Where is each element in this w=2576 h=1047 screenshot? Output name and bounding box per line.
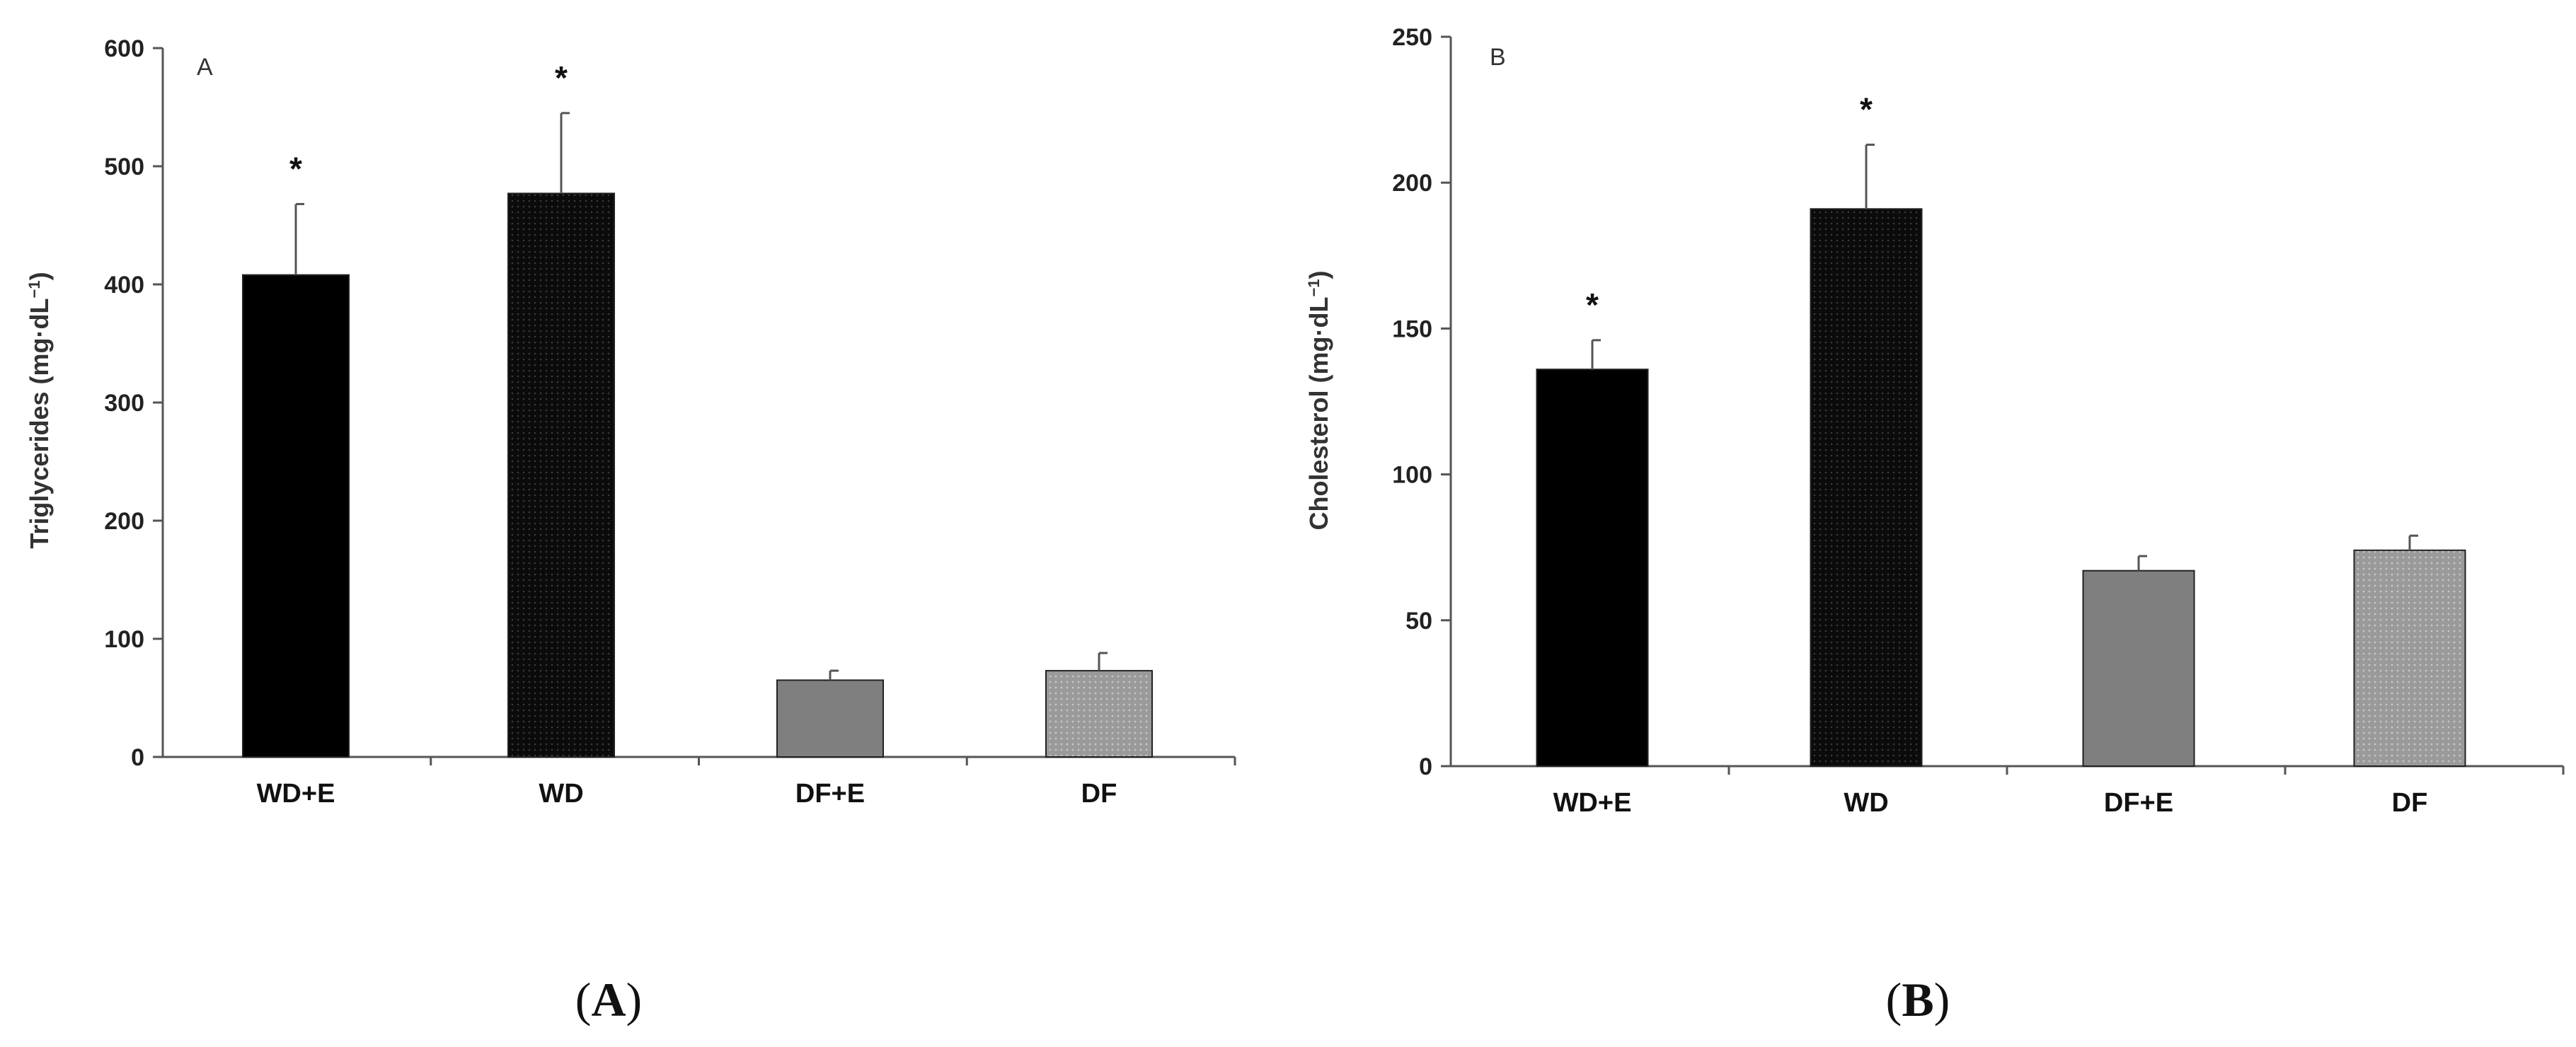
panel-b-letter: B bbox=[1490, 44, 1506, 71]
panel-a-bar-wd bbox=[507, 192, 615, 758]
panel-b-bar-df bbox=[2353, 549, 2466, 767]
panel-a-y-tick-label: 600 bbox=[104, 35, 144, 62]
panel-a-significance-marker: * bbox=[555, 59, 568, 96]
panel-b-plot-area: 0 50 100 150 200 250 * WD+E * WD DF+E DF bbox=[1392, 24, 2565, 818]
panel-b-category-label: DF bbox=[2392, 788, 2428, 818]
chart-panel-a: A Triglycerides (mg·dL−1) 0 100 200 300 400 5… bbox=[25, 35, 1236, 1026]
panel-b-category-label: DF+E bbox=[2104, 788, 2173, 818]
panel-b-y-axis-label: Cholesterol (mg·dL−1) bbox=[1304, 270, 1333, 530]
panel-a-y-tick-label: 0 bbox=[131, 744, 144, 771]
panel-b-y-tick-label: 50 bbox=[1405, 608, 1432, 635]
panel-b-y-tick-label: 100 bbox=[1392, 462, 1432, 489]
panel-b-bar-wd bbox=[1810, 208, 1923, 768]
panel-a-caption: (A) bbox=[575, 973, 642, 1026]
panel-b-y-tick-label: 200 bbox=[1392, 170, 1432, 197]
panel-a-y-tick-label: 400 bbox=[104, 272, 144, 299]
panel-b-caption: (B) bbox=[1886, 973, 1950, 1026]
panel-b-category-label: WD bbox=[1844, 788, 1888, 818]
panel-a-plot-area: 0 100 200 300 400 500 600 * WD+E * WD DF+E DF bbox=[104, 35, 1236, 809]
panel-b-y-tick-label: 0 bbox=[1419, 753, 1432, 780]
panel-b-category-label: WD+E bbox=[1553, 788, 1632, 818]
panel-b-significance-marker: * bbox=[1586, 287, 1599, 323]
panel-a-bar-df bbox=[1045, 670, 1153, 758]
panel-a-y-tick-label: 100 bbox=[104, 626, 144, 653]
panel-a-letter: A bbox=[197, 54, 213, 81]
panel-b-significance-marker: * bbox=[1860, 91, 1873, 128]
panel-b-bar-df-e bbox=[2082, 569, 2195, 768]
panel-a-y-tick-label: 200 bbox=[104, 508, 144, 535]
panel-a-y-tick-label: 500 bbox=[104, 154, 144, 180]
panel-a-category-label: WD bbox=[539, 779, 583, 809]
panel-b-bar-wd-e bbox=[1536, 369, 1649, 767]
panel-a-bar-df-e bbox=[776, 679, 884, 758]
panel-a-significance-marker: * bbox=[289, 150, 302, 187]
panel-b-y-tick-label: 150 bbox=[1392, 316, 1432, 342]
panel-a-y-axis-label: Triglycerides (mg·dL−1) bbox=[25, 272, 54, 548]
chart-panel-b: B Cholesterol (mg·dL−1) 0 50 100 150 200 250 *… bbox=[1304, 24, 2565, 1026]
panel-a-category-label: WD+E bbox=[257, 779, 335, 809]
panel-a-category-label: DF bbox=[1081, 779, 1117, 809]
panel-a-bar-wd-e bbox=[242, 274, 350, 758]
panel-b-y-tick-label: 250 bbox=[1392, 24, 1432, 51]
panel-a-y-tick-label: 300 bbox=[104, 390, 144, 417]
panel-a-category-label: DF+E bbox=[795, 779, 865, 809]
